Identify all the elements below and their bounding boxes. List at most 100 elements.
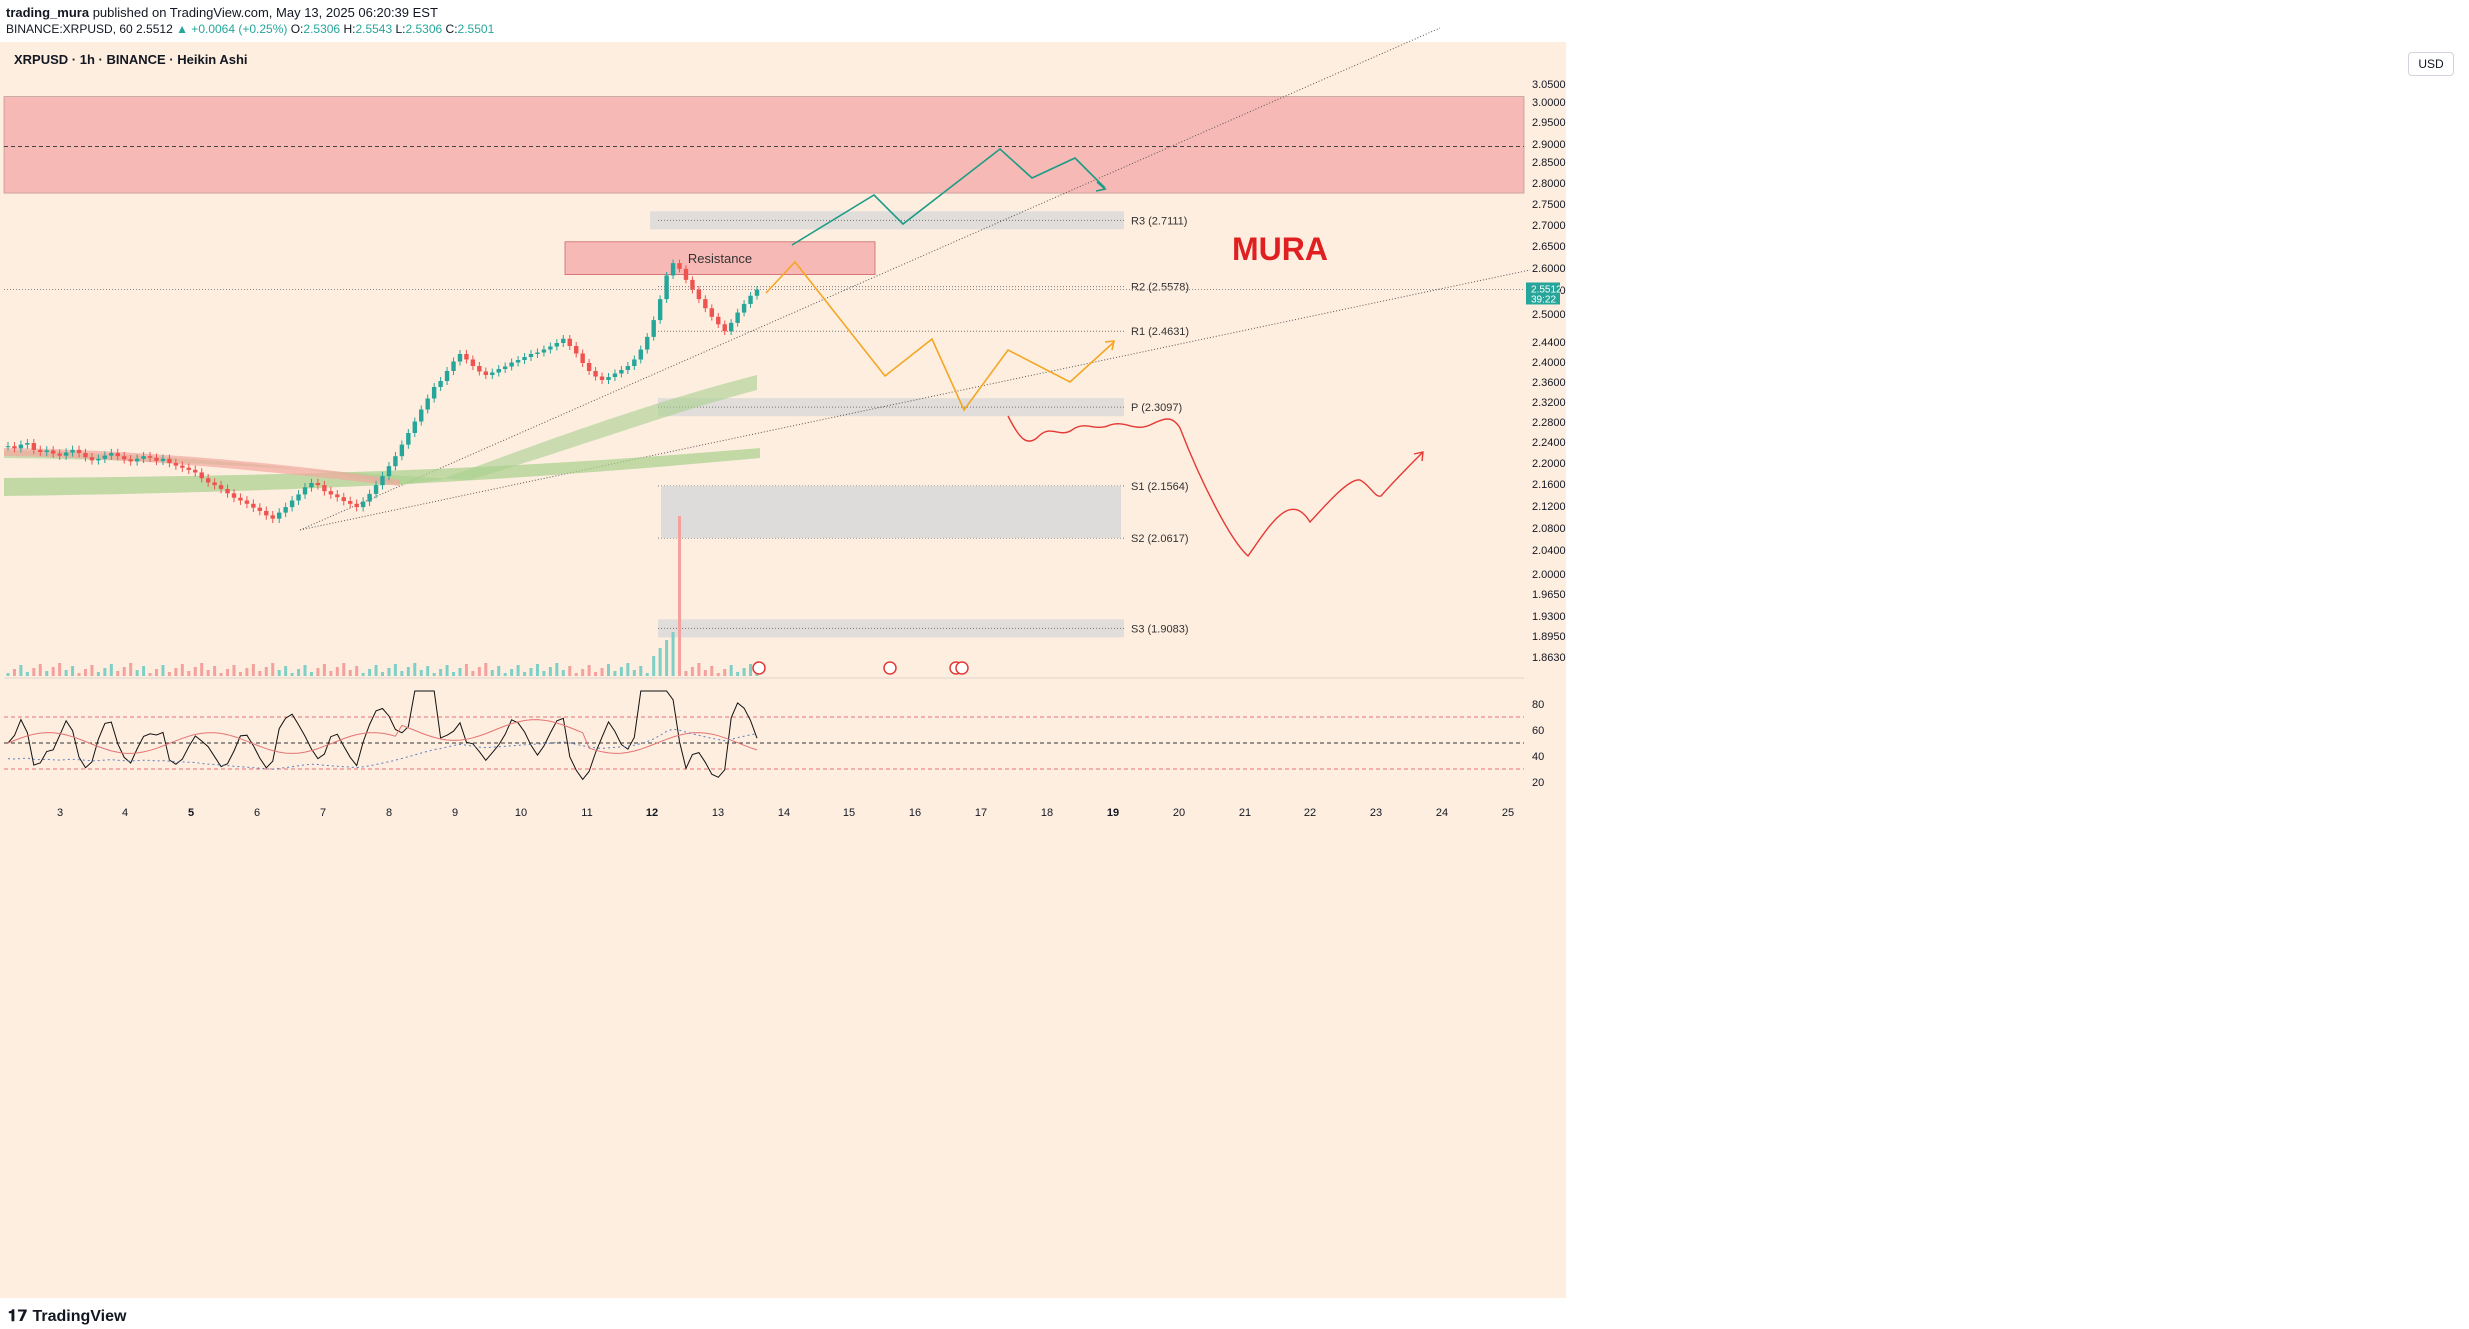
candle xyxy=(412,421,417,433)
candle xyxy=(541,349,547,353)
candle xyxy=(128,459,133,462)
candle xyxy=(386,466,392,477)
volume-bar xyxy=(555,663,559,676)
candle xyxy=(638,349,643,360)
candle xyxy=(574,346,579,354)
candle xyxy=(270,515,275,519)
candle xyxy=(657,299,663,321)
author-name[interactable]: trading_mura xyxy=(6,5,90,20)
symbol-title: XRPUSD · 1h · BINANCE · Heikin Ashi xyxy=(14,52,248,67)
candle xyxy=(502,366,508,369)
volume-bar xyxy=(684,671,688,676)
tradingview-logo[interactable]: 𝟏𝟳 TradingView xyxy=(8,1306,126,1326)
price-tick: 2.8500 xyxy=(1532,157,1566,169)
volume-bar xyxy=(710,666,714,676)
ohlc-high: 2.5543 xyxy=(355,22,393,36)
volume-bar xyxy=(193,667,197,676)
candle xyxy=(264,510,269,516)
volume-bar xyxy=(309,672,313,676)
volume-bar xyxy=(329,671,333,676)
volume-bar xyxy=(445,665,449,676)
price-tick: 2.7000 xyxy=(1532,220,1566,232)
candle xyxy=(335,494,340,498)
volume-bar xyxy=(90,665,94,676)
candle xyxy=(586,363,592,371)
candle xyxy=(154,457,159,461)
volume-bar xyxy=(77,673,81,676)
candle xyxy=(748,295,753,304)
trendline-steep xyxy=(299,27,1441,531)
publish-line: trading_mura published on TradingView.co… xyxy=(6,5,438,20)
volume-bar xyxy=(348,670,352,676)
volume-bar xyxy=(71,666,75,676)
candle xyxy=(561,338,566,343)
time-tick: 24 xyxy=(1436,807,1448,819)
volume-bar xyxy=(690,667,694,676)
volume-bar xyxy=(452,672,456,676)
pivot-box-s3 xyxy=(658,619,1124,638)
time-tick: 25 xyxy=(1502,807,1514,819)
candle xyxy=(651,320,656,337)
candle xyxy=(393,456,398,467)
candle xyxy=(619,370,624,374)
volume-bar xyxy=(729,665,733,676)
volume-bar xyxy=(277,670,281,676)
volume-bar xyxy=(335,667,339,676)
volume-bar xyxy=(529,668,533,676)
candle xyxy=(251,503,256,508)
candle xyxy=(464,354,469,360)
time-tick: 10 xyxy=(515,807,527,819)
candle xyxy=(18,444,24,449)
volume-bar xyxy=(639,666,643,676)
rsi-line xyxy=(7,690,758,781)
candle xyxy=(289,500,295,508)
price-tick: 2.9500 xyxy=(1532,117,1566,129)
candle xyxy=(483,371,489,375)
candle xyxy=(419,409,424,422)
resistance-zone xyxy=(564,241,876,276)
currency-button[interactable]: USD xyxy=(2408,52,2454,76)
time-tick: 15 xyxy=(843,807,855,819)
volume-bar xyxy=(439,669,443,676)
candle xyxy=(451,361,456,371)
candle xyxy=(96,458,101,461)
candle xyxy=(490,372,495,375)
candle xyxy=(716,316,721,325)
time-tick: 8 xyxy=(386,807,392,819)
publish-header: trading_mura published on TradingView.co… xyxy=(0,0,2469,42)
pivot-label-s2: S2 (2.0617) xyxy=(1131,533,1188,545)
ticker-line: BINANCE:XRPUSD, 60 2.5512 ▲ +0.0064 (+0.… xyxy=(6,22,494,36)
candle xyxy=(231,493,237,498)
time-tick: 23 xyxy=(1370,807,1382,819)
candle xyxy=(225,488,230,494)
candle xyxy=(141,456,146,459)
volume-bar xyxy=(374,665,378,676)
volume-bar xyxy=(142,666,146,676)
candle xyxy=(406,433,411,445)
price-tick: 2.0000 xyxy=(1532,569,1566,581)
volume-bar xyxy=(303,665,307,676)
candle xyxy=(709,308,715,317)
ohlc-low: 2.5306 xyxy=(405,22,443,36)
volume-bar xyxy=(251,664,255,676)
volume-bar xyxy=(238,672,242,676)
mura-watermark: MURA xyxy=(1232,231,1328,267)
volume-bar xyxy=(213,666,217,676)
price-tick: 2.9000 xyxy=(1532,139,1566,151)
price-tick: 2.1200 xyxy=(1532,501,1566,513)
bearish-path xyxy=(1007,415,1424,558)
price-tick: 2.4400 xyxy=(1532,337,1566,349)
candle xyxy=(632,359,637,366)
volume-bar xyxy=(387,668,391,676)
volume-bar xyxy=(116,671,120,676)
candle xyxy=(477,366,482,372)
volume-bar xyxy=(671,632,675,676)
volume-bar xyxy=(432,673,436,676)
candle xyxy=(696,289,702,300)
price-tick: 1.8630 xyxy=(1532,652,1566,664)
volume-bar xyxy=(45,671,49,676)
price-tick: 2.2800 xyxy=(1532,417,1566,429)
volume-bar xyxy=(749,664,753,676)
pivot-label-r1: R1 (2.4631) xyxy=(1131,326,1189,338)
